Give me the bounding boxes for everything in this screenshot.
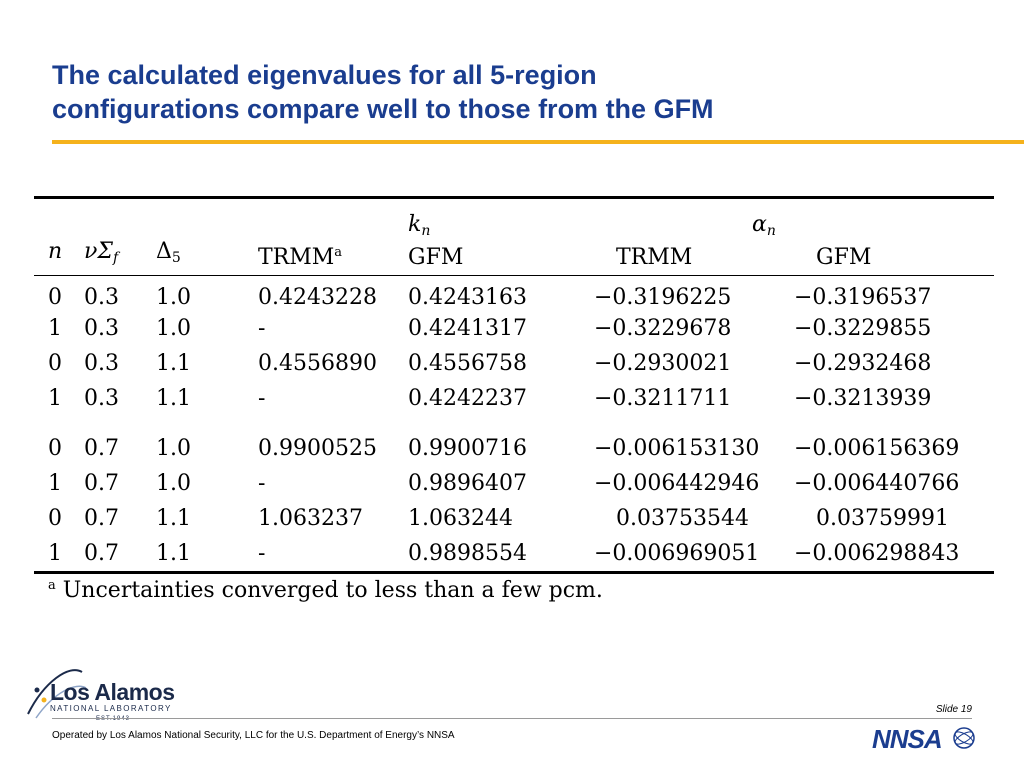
header-n: n — [48, 239, 63, 264]
cell-trmm-k: 0.9900525 — [258, 436, 377, 461]
table-header-rule — [34, 275, 994, 276]
title-underline — [52, 140, 1024, 144]
title-line-1: The calculated eigenvalues for all 5-reg… — [52, 60, 597, 90]
cell-trmm-k: 0.4243228 — [258, 285, 377, 310]
cell-delta: 1.0 — [156, 436, 191, 461]
cell-gfm-alpha: −0.006440766 — [794, 471, 960, 496]
cell-delta: 1.0 — [156, 285, 191, 310]
header-trmm-alpha: TRMM — [616, 244, 693, 270]
cell-gfm-alpha: −0.3213939 — [794, 386, 932, 411]
cell-delta: 1.1 — [156, 506, 191, 531]
cell-n: 0 — [48, 506, 62, 531]
table-row: 1 0.3 1.0 - 0.4241317 −0.3229678 −0.3229855 — [34, 311, 994, 346]
cell-nu-sigma: 0.3 — [84, 351, 119, 376]
cell-nu-sigma: 0.7 — [84, 436, 119, 461]
cell-n: 0 — [48, 351, 62, 376]
cell-gfm-k: 0.4556758 — [408, 351, 527, 376]
cell-delta: 1.1 — [156, 541, 191, 566]
cell-n: 1 — [48, 471, 62, 496]
cell-gfm-alpha: −0.3196537 — [794, 285, 932, 310]
table-footnote: a Uncertainties converged to less than a… — [48, 578, 603, 603]
svg-text:NNSA: NNSA — [872, 724, 942, 754]
group-spacer — [34, 416, 994, 431]
cell-delta: 1.1 — [156, 386, 191, 411]
cell-n: 1 — [48, 386, 62, 411]
header-gfm-alpha: GFM — [816, 244, 872, 270]
eigenvalue-table: kn αn n νΣf Δ5 TRMMa GFM TRMM GFM 0 0.3 1.… — [34, 196, 994, 603]
cell-trmm-alpha: −0.3196225 — [594, 285, 732, 310]
cell-gfm-k: 1.063244 — [408, 506, 513, 531]
table-bottom-rule — [34, 571, 994, 574]
cell-trmm-alpha: −0.3211711 — [594, 386, 732, 411]
cell-trmm-k: 1.063237 — [258, 506, 363, 531]
cell-n: 0 — [48, 285, 62, 310]
table-row: 1 0.3 1.1 - 0.4242237 −0.3211711 −0.3213939 — [34, 381, 994, 416]
header-k-group: kn — [408, 212, 431, 239]
cell-n: 1 — [48, 316, 62, 341]
cell-gfm-k: 0.4241317 — [408, 316, 527, 341]
cell-trmm-alpha: −0.2930021 — [594, 351, 732, 376]
cell-trmm-alpha: −0.3229678 — [594, 316, 732, 341]
cell-trmm-alpha: −0.006969051 — [594, 541, 760, 566]
los-alamos-logo-icon — [27, 669, 87, 719]
cell-gfm-alpha: −0.3229855 — [794, 316, 932, 341]
table-row: 1 0.7 1.0 - 0.9896407 −0.006442946 −0.00644076… — [34, 466, 994, 501]
footer-text: Operated by Los Alamos National Security… — [52, 730, 455, 741]
slide-title: The calculated eigenvalues for all 5-reg… — [52, 58, 992, 126]
cell-gfm-alpha: −0.006298843 — [794, 541, 960, 566]
cell-n: 0 — [48, 436, 62, 461]
cell-trmm-alpha: −0.006442946 — [594, 471, 760, 496]
cell-trmm-alpha: −0.006153130 — [594, 436, 760, 461]
slide-number: Slide 19 — [935, 704, 972, 715]
cell-nu-sigma: 0.3 — [84, 386, 119, 411]
cell-delta: 1.0 — [156, 471, 191, 496]
logo-est: EST.1943 — [96, 716, 131, 722]
cell-gfm-k: 0.9896407 — [408, 471, 527, 496]
header-delta: Δ5 — [156, 239, 181, 266]
cell-trmm-k: - — [258, 471, 266, 496]
cell-nu-sigma: 0.3 — [84, 285, 119, 310]
logo-subtitle: NATIONAL LABORATORY — [50, 704, 172, 713]
title-line-2: configurations compare well to those fro… — [52, 94, 714, 124]
footer-rule — [52, 718, 972, 719]
cell-gfm-k: 0.9900716 — [408, 436, 527, 461]
table-row: 1 0.7 1.1 - 0.9898554 −0.006969051 −0.00629884… — [34, 536, 994, 571]
table-row: 0 0.3 1.1 0.4556890 0.4556758 −0.2930021 −0.29… — [34, 346, 994, 381]
cell-delta: 1.0 — [156, 316, 191, 341]
cell-nu-sigma: 0.7 — [84, 506, 119, 531]
header-trmm-k: TRMMa — [258, 244, 343, 270]
cell-nu-sigma: 0.7 — [84, 471, 119, 496]
cell-n: 1 — [48, 541, 62, 566]
logo-name: Los Alamos — [50, 679, 175, 705]
cell-trmm-k: 0.4556890 — [258, 351, 377, 376]
header-nu-sigma: νΣf — [84, 239, 119, 266]
cell-gfm-k: 0.4243163 — [408, 285, 527, 310]
table-row: 0 0.7 1.1 1.063237 1.063244 0.03753544 0.03759… — [34, 501, 994, 536]
cell-gfm-alpha: −0.006156369 — [794, 436, 960, 461]
header-gfm-k: GFM — [408, 244, 464, 270]
cell-nu-sigma: 0.3 — [84, 316, 119, 341]
table-row: 0 0.7 1.0 0.9900525 0.9900716 −0.006153130 −0.… — [34, 431, 994, 466]
table-top-rule — [34, 196, 994, 199]
cell-trmm-k: - — [258, 386, 266, 411]
cell-delta: 1.1 — [156, 351, 191, 376]
cell-nu-sigma: 0.7 — [84, 541, 119, 566]
cell-gfm-k: 0.9898554 — [408, 541, 527, 566]
cell-gfm-alpha: −0.2932468 — [794, 351, 932, 376]
cell-trmm-k: - — [258, 316, 266, 341]
cell-trmm-alpha: 0.03753544 — [616, 506, 749, 531]
header-alpha-group: αn — [752, 212, 776, 239]
cell-gfm-alpha: 0.03759991 — [816, 506, 949, 531]
cell-trmm-k: - — [258, 541, 266, 566]
nnsa-logo-icon: NNSA — [872, 724, 975, 754]
cell-gfm-k: 0.4242237 — [408, 386, 527, 411]
table-row: 0 0.3 1.0 0.4243228 0.4243163 −0.3196225 −0.31… — [34, 276, 994, 311]
